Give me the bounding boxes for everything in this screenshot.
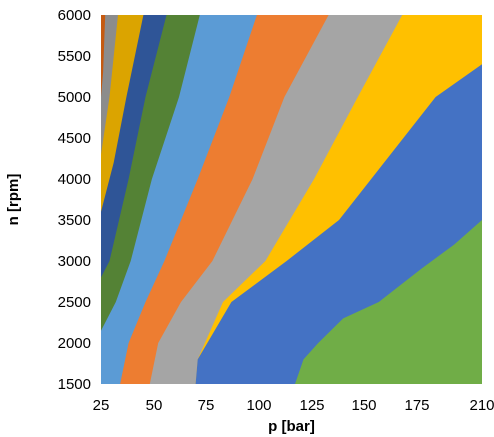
x-tick-label: 50 <box>146 397 163 414</box>
y-tick-label: 5500 <box>58 48 91 65</box>
y-tick-label: 3500 <box>58 212 91 229</box>
y-axis-ticks: 1500 2000 2500 3000 3500 4000 4500 5000 5500 6000 <box>58 7 91 393</box>
x-axis-title: p [bar] <box>268 418 315 435</box>
y-tick-label: 2000 <box>58 335 91 352</box>
y-tick-label: 5000 <box>58 89 91 106</box>
y-tick-label: 4500 <box>58 130 91 147</box>
y-tick-label: 1500 <box>58 376 91 393</box>
y-axis-title: n [rpm] <box>5 174 22 226</box>
x-axis-ticks: 25 50 75 100 125 150 175 210 <box>93 397 494 414</box>
y-tick-label: 3000 <box>58 253 91 270</box>
y-tick-label: 6000 <box>58 7 91 24</box>
x-tick-label: 75 <box>198 397 215 414</box>
x-tick-label: 125 <box>299 397 324 414</box>
x-tick-label: 210 <box>469 397 494 414</box>
y-tick-label: 4000 <box>58 171 91 188</box>
x-tick-label: 100 <box>246 397 271 414</box>
x-tick-label: 25 <box>93 397 110 414</box>
contour-bands <box>101 15 482 384</box>
contour-band-10 <box>295 15 482 384</box>
x-tick-label: 150 <box>351 397 376 414</box>
y-tick-label: 2500 <box>58 294 91 311</box>
x-tick-label: 175 <box>404 397 429 414</box>
